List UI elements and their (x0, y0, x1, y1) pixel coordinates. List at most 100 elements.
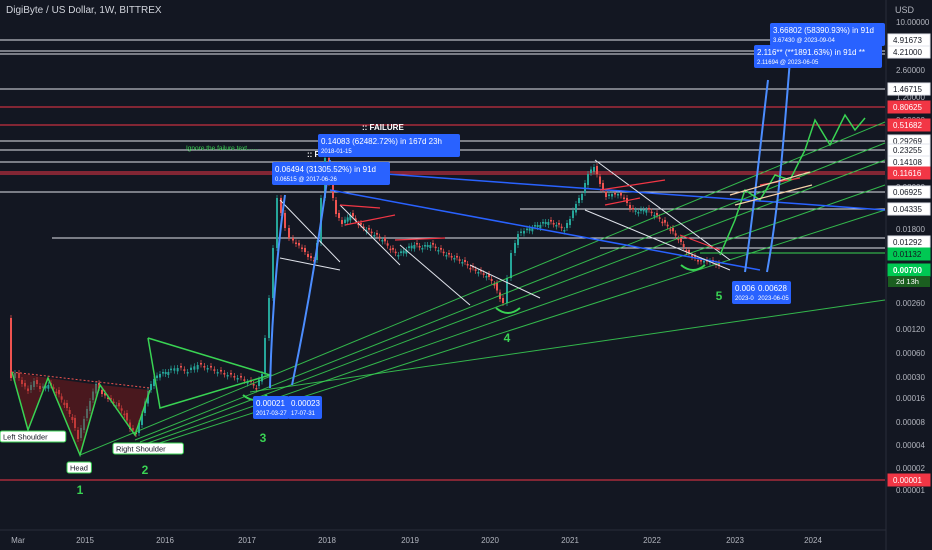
x-tick-label-10: 2024 (804, 536, 822, 545)
candle-body (216, 372, 219, 374)
y-tick-label-8: 0.00260 (896, 299, 925, 308)
candle-body (666, 224, 669, 227)
head-label-box (66, 461, 92, 474)
x-tick-label-9: 2023 (726, 536, 744, 545)
candle-body (437, 250, 440, 252)
candle-body (691, 255, 693, 257)
trendline-2 (139, 159, 886, 443)
candle-body (490, 279, 493, 281)
candle-body (528, 228, 531, 231)
candle-body (429, 245, 432, 248)
candle-body (402, 250, 405, 254)
candle-body (669, 229, 672, 231)
candle-body (357, 223, 360, 226)
candle-body (542, 222, 544, 224)
candle-body (502, 298, 504, 303)
candle-body (575, 204, 577, 213)
candle-body (703, 261, 705, 263)
left-shoulder-label-box (0, 430, 67, 443)
candle-body (421, 248, 424, 250)
candle-body (485, 276, 488, 278)
candle-body (170, 368, 172, 371)
candle-body (164, 372, 167, 374)
level-label-box-9 (887, 185, 931, 199)
candle-body (648, 208, 650, 210)
candle-body (21, 380, 23, 384)
y-tick-label-6: 0.01800 (896, 225, 925, 234)
level-label-box-8 (887, 166, 931, 180)
candle-body (596, 166, 598, 175)
triangle-pattern (147, 337, 273, 409)
candle-body (599, 176, 601, 184)
x-tick-label-3: 2017 (238, 536, 256, 545)
y-tick-label-13: 0.00008 (896, 418, 925, 427)
candle-body (60, 396, 63, 400)
projected-path (719, 113, 866, 256)
x-tick-label-8: 2022 (643, 536, 661, 545)
candle-body (226, 375, 229, 377)
wave-number-4: 5 (716, 289, 723, 303)
candle-body (74, 418, 76, 428)
candle-body (517, 234, 519, 245)
trendline-5 (249, 299, 886, 393)
candle-body (156, 375, 158, 378)
candle-body (539, 225, 542, 228)
candle-body (602, 183, 604, 190)
candle-body (129, 422, 131, 429)
candle-body (510, 253, 512, 278)
candle-body (664, 220, 666, 223)
annotation-box-5 (288, 396, 322, 419)
candle-body (86, 409, 88, 418)
candle-body (295, 242, 297, 244)
candle-body (153, 379, 155, 386)
candle-body (413, 245, 416, 249)
annotation-sub-7: 2023-06-05 (758, 296, 789, 302)
red-line-4 (604, 197, 641, 206)
candle-body (637, 212, 640, 214)
candle-body (193, 366, 196, 370)
annotation-text-0: 3.66802 (58390.93%) in 91d (773, 26, 874, 35)
candle-body (534, 225, 536, 227)
candle-body (656, 213, 658, 216)
y-tick-label-1: 2.60000 (896, 66, 925, 75)
candle-body (206, 368, 209, 370)
candle-body (555, 225, 558, 227)
level-label-box-2 (887, 82, 931, 96)
y-tick-label-12: 0.00016 (896, 394, 925, 403)
x-tick-label-4: 2018 (318, 536, 336, 545)
countdown-box (888, 276, 930, 287)
candle-body (458, 259, 461, 261)
projection-curve-4 (766, 59, 791, 273)
candle-body (640, 209, 642, 211)
candle-body (700, 260, 702, 262)
white-line-0 (279, 257, 341, 271)
x-tick-label-2: 2016 (156, 536, 174, 545)
candle-body (243, 379, 246, 381)
candle-body (280, 198, 282, 213)
x-tick-label-5: 2019 (401, 536, 419, 545)
candle-body (397, 255, 400, 257)
level-label-1: 4.21000 (893, 48, 922, 57)
candle-body (68, 410, 71, 414)
candle-body (230, 373, 232, 375)
white-line-2 (339, 204, 401, 266)
level-label-3: 0.80625 (893, 103, 922, 112)
candle-body (55, 391, 58, 394)
candle-body (162, 372, 164, 374)
candle-body (362, 226, 365, 229)
candle-body (611, 194, 613, 197)
candle-body (488, 274, 490, 277)
currency-label: USD (895, 5, 915, 15)
candle-body (623, 197, 625, 199)
candle-body (10, 318, 12, 378)
candle-body (688, 250, 690, 253)
candle-body (416, 243, 418, 245)
annotation-text-2: 0.14083 (62482.72%) in 167d 23h (321, 137, 442, 146)
level-label-5: 0.29269 (893, 137, 922, 146)
annotation-sub-3: 0.06515 @ 2017-06-26 (275, 177, 337, 183)
candle-body (718, 263, 720, 266)
white-line-5 (594, 159, 731, 261)
candle-body (115, 405, 118, 407)
candle-body (112, 401, 115, 404)
